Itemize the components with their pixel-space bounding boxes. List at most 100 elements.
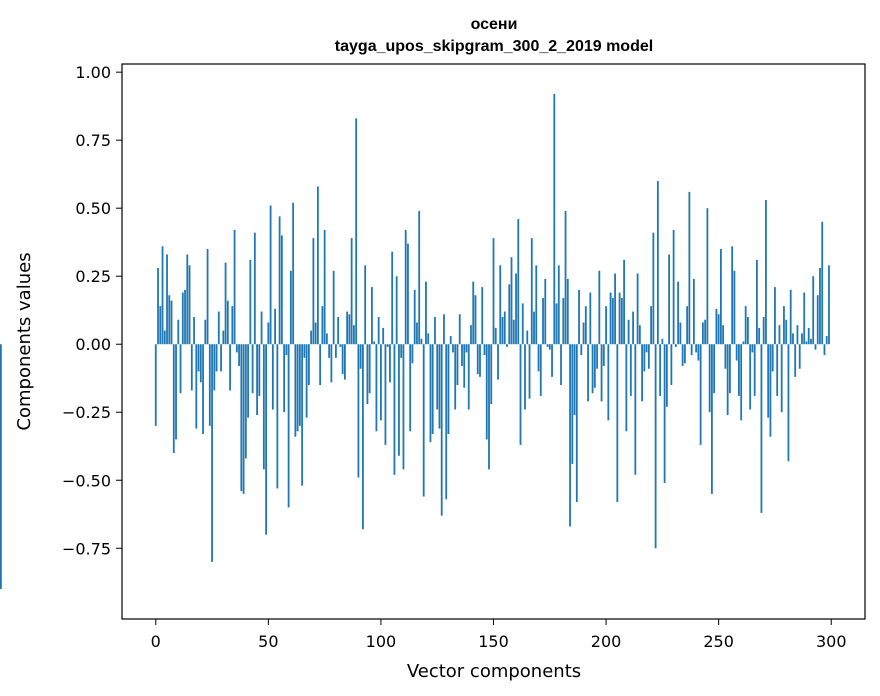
bar-40 [244,344,247,459]
bar-63 [296,344,299,432]
bar-112 [407,243,409,345]
bar-50 [267,322,270,345]
bar-1 [157,268,159,345]
bar-115 [413,289,416,345]
bar-28 [217,311,220,345]
bar-197 [598,270,601,345]
bar-149 [490,344,493,405]
plot-area-frame [121,63,866,620]
x-tick-label: 150 [478,632,509,651]
y-tick-label: 0.50 [75,199,111,218]
x-tick-label: 300 [816,632,847,651]
bar-62 [294,344,297,437]
bar-132 [452,344,454,353]
bar-18 [195,344,198,429]
bar-4 [163,330,166,345]
bar-171 [539,344,542,396]
bar-281 [787,344,790,462]
bar-160 [515,273,517,345]
bar-247 [711,344,713,494]
bar-169 [535,265,538,345]
bar-177 [553,93,556,345]
bar-274 [771,344,774,372]
x-tick-label: 50 [258,632,278,651]
bar-123 [431,344,434,434]
x-tick-label: 200 [591,632,622,651]
bar-144 [479,344,481,377]
bar-272 [767,344,770,418]
bar-176 [551,344,553,377]
bar-248 [713,344,716,394]
bar-12 [181,292,184,345]
bar-45 [256,344,258,415]
bar-17 [193,317,195,345]
bar-216 [641,344,643,402]
bar-148 [488,344,490,470]
bar-226 [663,344,666,483]
y-tick-label: −0.25 [62,403,111,422]
bar-101 [382,327,385,345]
bar-146 [483,344,486,356]
bar-97 [373,341,376,345]
bar-151 [494,327,497,345]
bar-87 [350,238,353,345]
bar-48 [262,344,265,470]
bar-266 [753,344,756,396]
bar-295 [819,268,821,345]
bar-238 [690,344,693,356]
y-axis-ticks: −0.75 −0.50 −0.25 0.00 0.25 0.50 0.75 1.00 [62,63,122,558]
bar-38 [240,344,243,492]
bar-96 [371,287,373,345]
bar-103 [386,344,389,347]
bar-77 [328,344,331,358]
bar-155 [503,311,506,345]
bar-285 [796,325,799,345]
bar-222 [654,344,657,549]
bar-60 [289,270,292,345]
bar-282 [789,289,792,345]
bar-209 [625,344,628,432]
bar-92 [362,344,364,530]
bar-260 [740,344,743,421]
bar-39 [242,344,245,494]
bar-15 [188,265,191,345]
bar-181 [562,297,565,345]
bar-undefined [0,344,2,590]
bar-182 [564,210,567,345]
bar-264 [749,344,752,410]
bar-263 [747,317,749,345]
x-axis-label: Vector components [407,661,581,682]
bar-193 [589,292,592,345]
y-tick-label: −0.75 [62,539,111,558]
bar-196 [596,344,598,369]
bar-217 [643,344,646,372]
bar-192 [587,344,589,402]
bar-280 [785,319,788,345]
bar-178 [555,303,558,345]
bar-118 [420,338,423,345]
bar-208 [623,259,625,345]
bar-167 [530,238,533,345]
bar-71 [314,322,317,345]
bar-141 [472,281,475,345]
bar-0 [154,344,157,426]
bar-47 [260,311,263,345]
bar-244 [704,319,707,345]
bar-51 [269,205,272,345]
bar-90 [357,344,360,478]
bar-65 [301,344,304,486]
bar-11 [179,344,182,394]
bar-127 [440,344,443,516]
bar-180 [560,344,562,386]
bar-189 [580,344,583,356]
bar-68 [307,344,310,386]
bar-108 [398,344,400,456]
bar-82 [339,344,342,347]
bar-114 [411,344,414,364]
bar-88 [353,325,355,345]
bar-206 [618,292,621,345]
bar-237 [688,191,691,345]
bar-7 [170,300,173,345]
bar-168 [533,311,535,345]
x-tick-label: 0 [151,632,161,651]
